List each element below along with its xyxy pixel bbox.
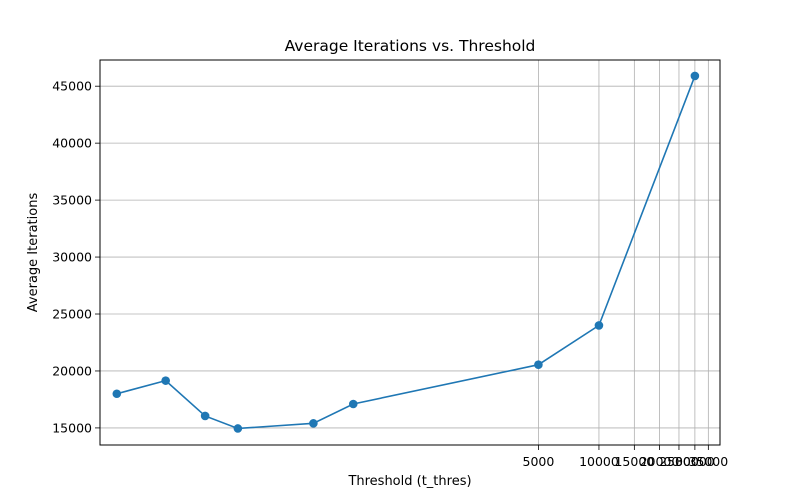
data-point-1 bbox=[161, 376, 170, 385]
y-tick-label-3: 30000 bbox=[52, 250, 92, 265]
data-point-6 bbox=[534, 360, 543, 369]
y-tick-label-1: 20000 bbox=[52, 363, 92, 378]
data-point-8 bbox=[690, 71, 700, 81]
data-point-7 bbox=[594, 321, 604, 330]
x-tick-label-5: 30000 bbox=[675, 454, 715, 469]
y-tick-label-0: 15000 bbox=[52, 420, 92, 435]
x-axis-label: Threshold (t_thres) bbox=[347, 474, 471, 489]
plot-area-frame bbox=[99, 59, 721, 446]
y-axis-label: Average Iterations bbox=[26, 193, 41, 313]
y-tick-label-5: 40000 bbox=[52, 136, 92, 151]
y-tick-label-2: 25000 bbox=[52, 307, 92, 322]
x-tick-label-6: 35000 bbox=[688, 454, 728, 469]
y-tick-label-6: 45000 bbox=[52, 79, 92, 94]
series-group bbox=[112, 71, 700, 433]
data-point-5 bbox=[348, 399, 358, 409]
grid-lines bbox=[100, 60, 720, 445]
y-axis: 15000 20000 25000 30000 35000 40000 45000 bbox=[52, 79, 100, 435]
x-tick-label-2: 15000 bbox=[614, 454, 654, 469]
data-point-3 bbox=[233, 424, 243, 433]
chart-title: Average Iterations vs. Threshold bbox=[285, 37, 536, 55]
x-tick-label-1: 10000 bbox=[579, 454, 619, 469]
data-point-4 bbox=[309, 419, 318, 428]
data-point-2 bbox=[200, 411, 210, 421]
y-tick-label-4: 35000 bbox=[52, 193, 92, 208]
x-tick-label-0: 5000 bbox=[523, 454, 555, 469]
data-point-0 bbox=[112, 389, 122, 399]
x-tick-label-3: 20000 bbox=[640, 454, 680, 469]
x-tick-label-4: 25000 bbox=[659, 454, 699, 469]
